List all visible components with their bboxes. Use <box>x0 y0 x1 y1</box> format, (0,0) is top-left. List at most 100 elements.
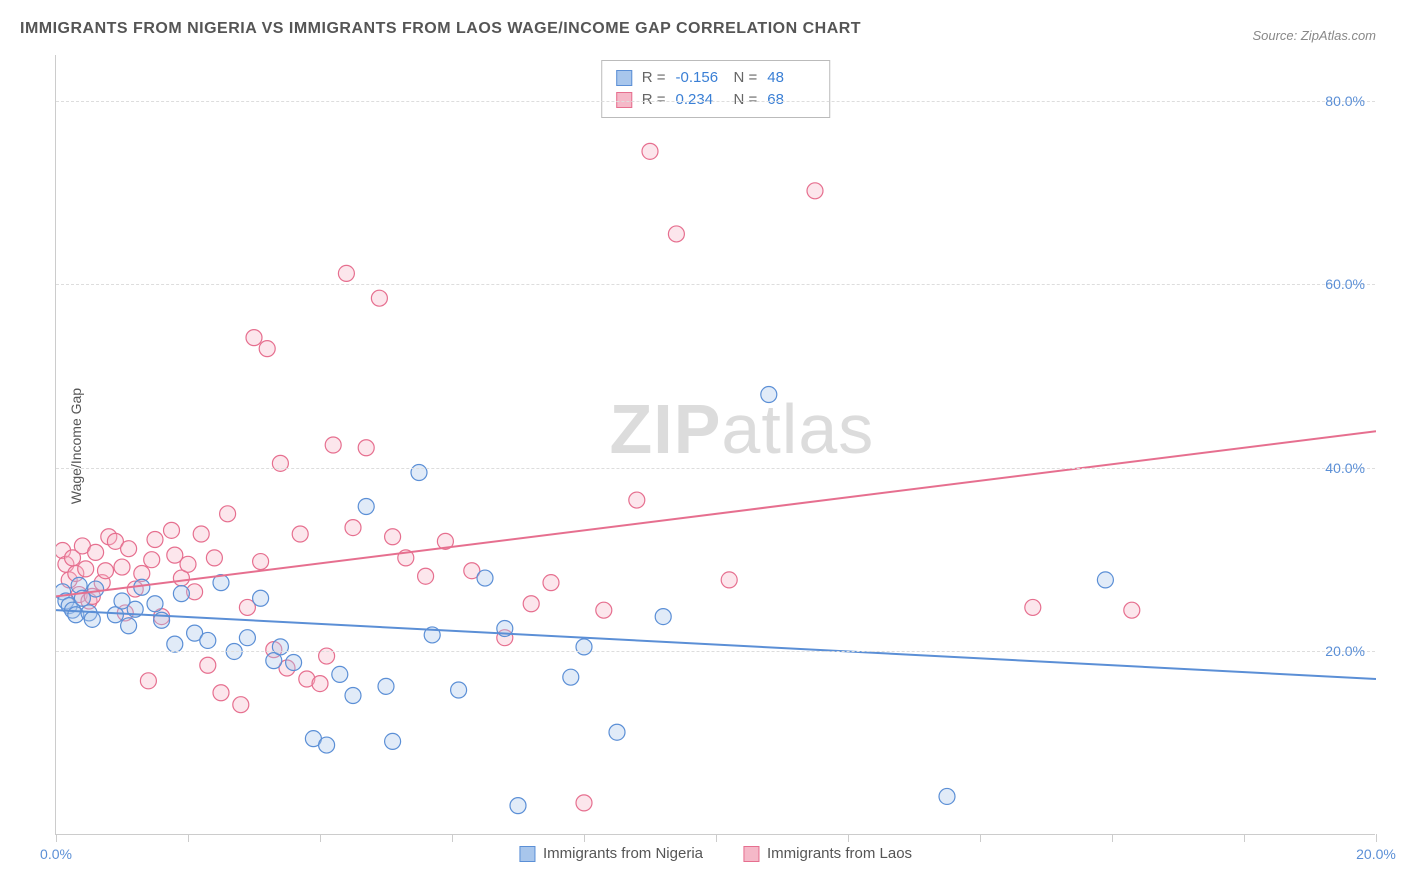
scatter-svg <box>56 55 1376 835</box>
data-point <box>144 552 160 568</box>
data-point <box>345 520 361 536</box>
data-point <box>292 526 308 542</box>
data-point <box>358 498 374 514</box>
trend-line <box>56 431 1376 596</box>
x-tick <box>980 834 981 842</box>
data-point <box>233 697 249 713</box>
data-point <box>378 678 394 694</box>
data-point <box>78 561 94 577</box>
legend-label: Immigrants from Nigeria <box>543 845 703 862</box>
plot-area: ZIPatlas R =-0.156N =48R =0.234N =68 Imm… <box>55 55 1375 835</box>
data-point <box>312 676 328 692</box>
data-point <box>642 143 658 159</box>
data-point <box>180 556 196 572</box>
gridline <box>56 468 1375 469</box>
data-point <box>338 265 354 281</box>
data-point <box>164 522 180 538</box>
data-point <box>1025 599 1041 615</box>
data-point <box>286 654 302 670</box>
source-label: Source: ZipAtlas.com <box>1252 28 1376 43</box>
data-point <box>358 440 374 456</box>
data-point <box>523 596 539 612</box>
data-point <box>1124 602 1140 618</box>
x-tick <box>1244 834 1245 842</box>
data-point <box>88 581 104 597</box>
data-point <box>332 666 348 682</box>
data-point <box>140 673 156 689</box>
data-point <box>629 492 645 508</box>
data-point <box>121 618 137 634</box>
data-point <box>253 590 269 606</box>
data-point <box>510 798 526 814</box>
legend-swatch <box>519 846 535 862</box>
data-point <box>596 602 612 618</box>
data-point <box>418 568 434 584</box>
legend-label: Immigrants from Laos <box>767 845 912 862</box>
bottom-legend: Immigrants from Nigeria Immigrants from L… <box>519 845 912 862</box>
data-point <box>325 437 341 453</box>
data-point <box>385 733 401 749</box>
data-point <box>543 575 559 591</box>
x-tick <box>584 834 585 842</box>
data-point <box>193 526 209 542</box>
data-point <box>721 572 737 588</box>
data-point <box>563 669 579 685</box>
x-tick <box>1376 834 1377 842</box>
data-point <box>98 563 114 579</box>
data-point <box>385 529 401 545</box>
x-tick <box>716 834 717 842</box>
gridline <box>56 651 1375 652</box>
gridline <box>56 101 1375 102</box>
data-point <box>807 183 823 199</box>
data-point <box>114 559 130 575</box>
legend-item: Immigrants from Laos <box>743 845 912 862</box>
data-point <box>173 586 189 602</box>
data-point <box>655 609 671 625</box>
data-point <box>213 685 229 701</box>
x-tick <box>452 834 453 842</box>
data-point <box>200 632 216 648</box>
data-point <box>167 636 183 652</box>
data-point <box>319 648 335 664</box>
y-tick-label: 80.0% <box>1325 93 1365 109</box>
data-point <box>259 341 275 357</box>
legend-item: Immigrants from Nigeria <box>519 845 703 862</box>
x-tick <box>848 834 849 842</box>
data-point <box>220 506 236 522</box>
data-point <box>84 611 100 627</box>
data-point <box>121 541 137 557</box>
data-point <box>939 788 955 804</box>
data-point <box>319 737 335 753</box>
gridline <box>56 284 1375 285</box>
y-tick-label: 40.0% <box>1325 460 1365 476</box>
chart-title: IMMIGRANTS FROM NIGERIA VS IMMIGRANTS FR… <box>20 20 861 38</box>
data-point <box>576 795 592 811</box>
x-tick <box>1112 834 1113 842</box>
data-point <box>239 630 255 646</box>
x-tick <box>188 834 189 842</box>
y-tick-label: 60.0% <box>1325 276 1365 292</box>
x-tick <box>56 834 57 842</box>
data-point <box>147 532 163 548</box>
data-point <box>371 290 387 306</box>
y-tick-label: 20.0% <box>1325 643 1365 659</box>
data-point <box>668 226 684 242</box>
data-point <box>246 330 262 346</box>
data-point <box>253 554 269 570</box>
data-point <box>272 455 288 471</box>
x-tick-label: 0.0% <box>40 846 72 862</box>
data-point <box>345 688 361 704</box>
data-point <box>761 387 777 403</box>
data-point <box>1097 572 1113 588</box>
data-point <box>88 544 104 560</box>
data-point <box>206 550 222 566</box>
data-point <box>609 724 625 740</box>
data-point <box>147 596 163 612</box>
data-point <box>200 657 216 673</box>
data-point <box>272 639 288 655</box>
data-point <box>477 570 493 586</box>
legend-swatch <box>743 846 759 862</box>
x-tick-label: 20.0% <box>1356 846 1396 862</box>
data-point <box>451 682 467 698</box>
trend-line <box>56 610 1376 679</box>
